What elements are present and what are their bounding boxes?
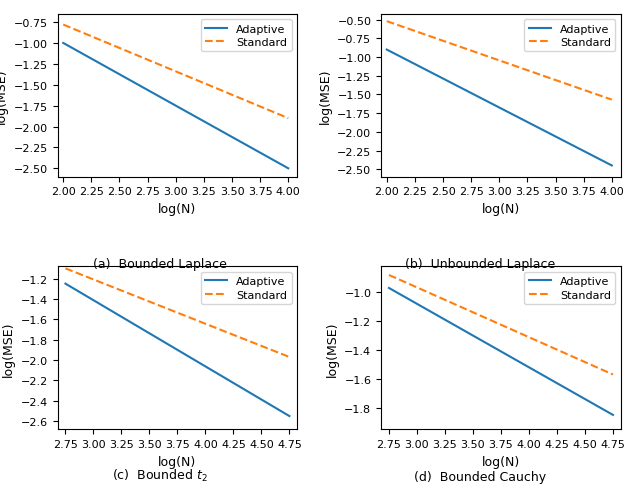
Line: Adaptive: Adaptive [389, 288, 613, 415]
Standard [587, 90, 595, 96]
Y-axis label: log(MSE): log(MSE) [2, 321, 15, 376]
Adaptive [198, 362, 206, 368]
Legend: Adaptive, Standard: Adaptive, Standard [201, 272, 292, 305]
Adaptive [195, 360, 203, 366]
Y-axis label: log(MSE): log(MSE) [319, 68, 332, 123]
Line: Adaptive: Adaptive [65, 284, 289, 416]
Adaptive [62, 282, 70, 287]
Adaptive [587, 152, 595, 158]
Adaptive [285, 413, 293, 419]
Text: (b)  Unbounded Laplace: (b) Unbounded Laplace [405, 258, 555, 271]
Y-axis label: log(MSE): log(MSE) [326, 321, 339, 376]
Adaptive [263, 154, 271, 160]
Standard [517, 66, 525, 72]
Standard [263, 107, 271, 113]
Adaptive [385, 285, 393, 291]
Adaptive [386, 286, 394, 292]
X-axis label: log(N): log(N) [482, 455, 520, 468]
Adaptive [383, 48, 391, 54]
Adaptive [284, 166, 292, 172]
Standard [518, 331, 525, 337]
Standard [521, 67, 529, 73]
Standard [573, 85, 580, 91]
Standard [608, 98, 616, 103]
Line: Adaptive: Adaptive [63, 44, 288, 169]
Adaptive [193, 115, 200, 121]
Adaptive [249, 146, 257, 152]
Standard [588, 363, 596, 368]
Legend: Adaptive, Standard: Adaptive, Standard [524, 20, 615, 52]
Adaptive [609, 412, 617, 418]
Adaptive [383, 47, 390, 53]
Adaptive [573, 145, 580, 151]
Adaptive [574, 392, 582, 398]
Standard [285, 354, 293, 360]
Line: Standard: Standard [387, 22, 612, 101]
X-axis label: log(N): log(N) [158, 455, 196, 468]
Standard [194, 318, 202, 324]
Legend: Adaptive, Standard: Adaptive, Standard [524, 272, 615, 305]
Adaptive [516, 116, 524, 122]
Standard [284, 116, 292, 122]
Adaptive [193, 115, 201, 121]
Standard [249, 102, 257, 107]
Standard [250, 341, 258, 346]
Line: Standard: Standard [65, 269, 289, 357]
Y-axis label: log(MSE): log(MSE) [0, 68, 8, 123]
Adaptive [197, 118, 205, 123]
Text: (c)  Bounded $t_2$: (c) Bounded $t_2$ [112, 467, 208, 483]
Standard [383, 20, 391, 25]
Adaptive [588, 400, 596, 406]
Text: (a)  Bounded Laplace: (a) Bounded Laplace [93, 258, 227, 271]
Adaptive [60, 41, 68, 47]
Standard [385, 272, 393, 278]
Standard [193, 78, 201, 84]
Line: Standard: Standard [389, 275, 613, 375]
Adaptive [250, 392, 258, 398]
Adaptive [517, 116, 525, 122]
Standard [61, 266, 69, 272]
Standard [383, 19, 390, 25]
Standard [609, 372, 617, 378]
Text: (d)  Bounded Cauchy: (d) Bounded Cauchy [414, 470, 546, 483]
X-axis label: log(N): log(N) [158, 203, 196, 216]
Standard [574, 356, 582, 362]
Adaptive [264, 401, 272, 407]
Standard [60, 22, 67, 28]
Adaptive [522, 363, 530, 369]
Standard [62, 266, 70, 272]
Standard [386, 273, 394, 279]
Standard [522, 333, 530, 339]
Adaptive [518, 361, 525, 366]
Line: Standard: Standard [63, 25, 288, 119]
Standard [264, 346, 272, 352]
X-axis label: log(N): log(N) [482, 203, 520, 216]
Adaptive [518, 361, 526, 366]
Standard [193, 78, 200, 84]
Adaptive [60, 41, 67, 47]
Standard [195, 319, 203, 325]
Standard [60, 23, 68, 29]
Standard [518, 332, 526, 338]
Standard [516, 65, 524, 71]
Legend: Adaptive, Standard: Adaptive, Standard [201, 20, 292, 52]
Adaptive [521, 118, 529, 124]
Line: Adaptive: Adaptive [387, 50, 612, 166]
Adaptive [61, 281, 69, 287]
Standard [198, 320, 206, 326]
Adaptive [608, 163, 616, 169]
Standard [197, 80, 205, 85]
Adaptive [194, 359, 202, 365]
